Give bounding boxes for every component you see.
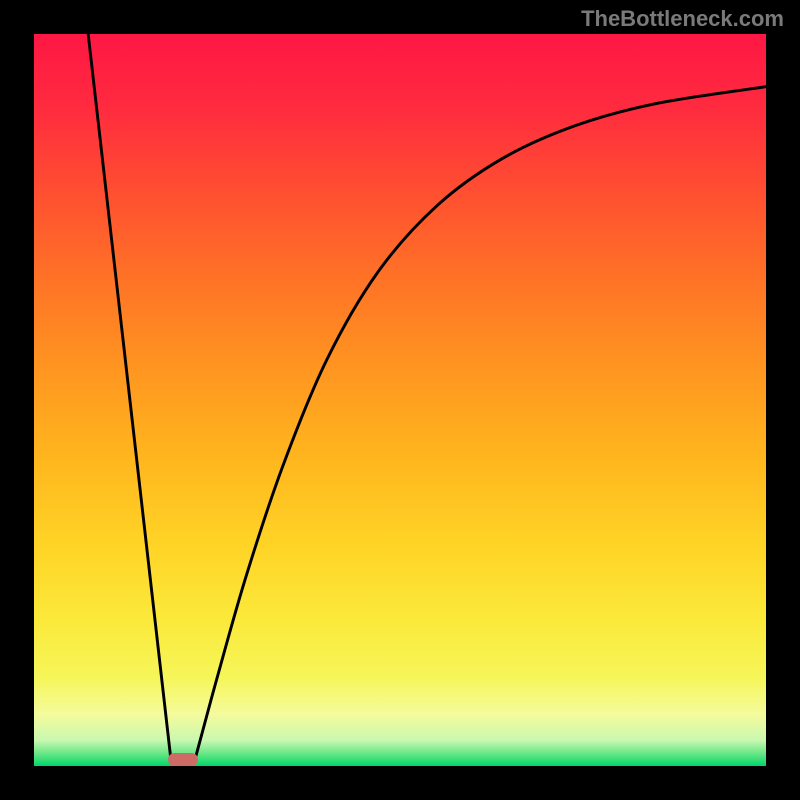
chart-plot-area bbox=[34, 34, 766, 766]
curve-left-segment bbox=[88, 34, 171, 759]
watermark-text: TheBottleneck.com bbox=[581, 6, 784, 32]
bottleneck-curve bbox=[34, 34, 766, 766]
optimal-marker bbox=[168, 753, 198, 766]
curve-right-segment bbox=[195, 87, 766, 760]
